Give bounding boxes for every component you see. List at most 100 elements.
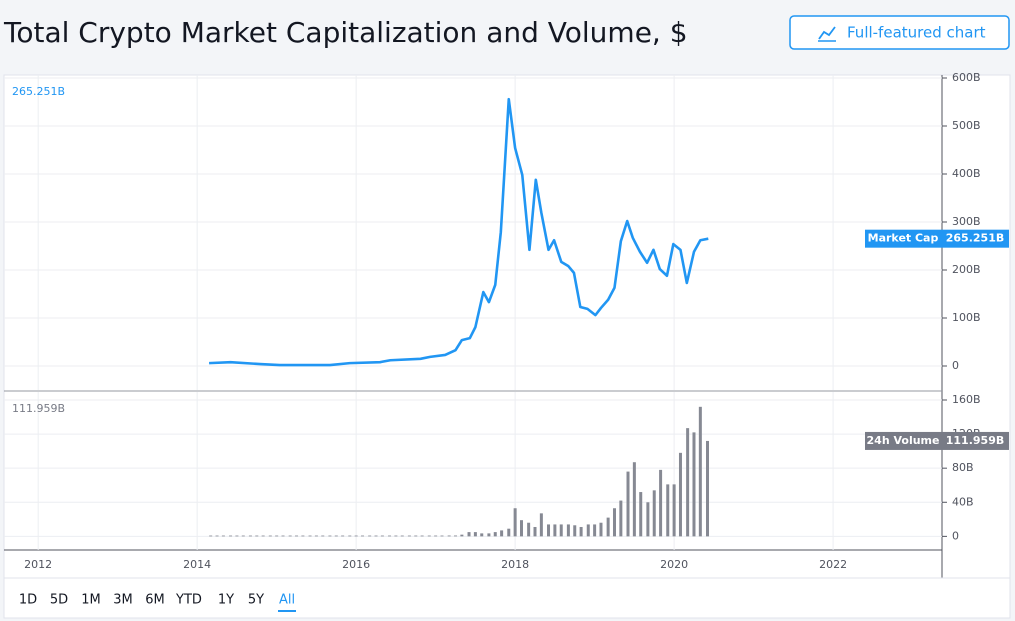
volume-bar: [281, 535, 285, 537]
legend-value: 111.959B: [12, 402, 65, 415]
volume-bar: [348, 535, 352, 537]
range-button[interactable]: 1M: [81, 593, 101, 608]
x-tick-label: 2012: [24, 558, 52, 571]
range-button[interactable]: 3M: [113, 593, 133, 608]
volume-bar: [487, 533, 491, 537]
axis-tag-value: 111.959B: [946, 434, 1005, 447]
volume-bar: [473, 532, 477, 537]
y-tick-label: 500B: [952, 119, 981, 132]
volume-bar: [646, 502, 650, 537]
axis-tag-value-bg: [942, 431, 1009, 450]
axis-tag-name: Market Cap: [868, 232, 939, 245]
volume-bar: [229, 535, 233, 537]
x-tick-label: 2014: [183, 558, 211, 571]
volume-bar: [527, 522, 531, 537]
range-button[interactable]: 5Y: [248, 593, 264, 608]
y-tick-label: 160B: [952, 393, 981, 406]
volume-bar: [539, 513, 543, 537]
volume-bar: [454, 535, 458, 537]
volume-bar: [255, 535, 259, 537]
volume-bar: [400, 535, 404, 537]
volume-bar: [599, 522, 603, 537]
y-tick-label: 0: [952, 359, 959, 372]
range-button[interactable]: YTD: [175, 593, 202, 608]
x-tick-label: 2016: [342, 558, 370, 571]
volume-bar: [328, 535, 332, 537]
chart-panel: [3, 74, 1011, 619]
volume-bar: [235, 535, 239, 537]
plot: 0 100B 200B 300B 400B 500B 600B 265.251B Market …: [4, 71, 1009, 612]
volume-bar: [519, 520, 523, 537]
range-button[interactable]: 1Y: [218, 593, 234, 608]
volume-bar: [507, 528, 511, 537]
volume-bar: [626, 471, 630, 537]
y-tick-label: 600B: [952, 71, 981, 84]
range-button[interactable]: 6M: [145, 593, 165, 608]
volume-bar: [639, 492, 643, 537]
volume-bar: [388, 535, 392, 537]
full-chart-button[interactable]: Full-featured chart: [789, 15, 1010, 50]
volume-bar: [209, 535, 213, 537]
volume-bar: [420, 535, 424, 537]
volume-bar: [698, 406, 702, 537]
volume-bar: [261, 535, 265, 537]
volume-bar: [221, 535, 225, 537]
volume-bar: [619, 500, 623, 537]
y-tick-label: 80B: [952, 461, 974, 474]
volume-bar: [467, 532, 471, 537]
x-tick-label: 2018: [501, 558, 529, 571]
button-icon: [818, 26, 836, 40]
volume-bar: [215, 535, 219, 537]
volume-bar: [275, 535, 279, 537]
x-tick-label: 2022: [819, 558, 847, 571]
volume-bar: [493, 532, 497, 537]
volume-bar: [288, 535, 292, 537]
volume-bar: [314, 535, 318, 537]
range-button[interactable]: All: [279, 593, 295, 608]
volume-bar: [414, 535, 418, 537]
volume-bar: [593, 524, 597, 537]
volume-bar: [321, 535, 325, 537]
volume-bar: [394, 535, 398, 537]
axis-tag-name: 24h Volume: [867, 434, 940, 447]
volume-bar: [500, 530, 504, 537]
volume-bar: [533, 526, 537, 537]
range-button[interactable]: 1D: [19, 593, 37, 608]
volume-bar: [407, 535, 411, 537]
volume-bar: [672, 484, 676, 537]
y-tick-label: 100B: [952, 311, 981, 324]
volume-bar: [553, 524, 557, 537]
x-tick-label: 2020: [660, 558, 688, 571]
button-frame[interactable]: [789, 15, 1010, 50]
volume-bar: [241, 535, 245, 537]
page-title: Total Crypto Market Capitalization and V…: [3, 16, 688, 49]
volume-bar: [427, 535, 431, 537]
volume-bar: [341, 535, 345, 537]
y-tick-label: 200B: [952, 263, 981, 276]
volume-bar: [374, 535, 378, 537]
y-tick-label: 300B: [952, 215, 981, 228]
legend-value: 265.251B: [12, 85, 65, 98]
volume-bar: [652, 490, 656, 537]
volume-bar: [460, 534, 464, 537]
volume-bar: [440, 535, 444, 537]
axis-tag-value: 265.251B: [946, 232, 1005, 245]
volume-bar: [579, 526, 583, 537]
button-label[interactable]: Full-featured chart: [847, 24, 986, 42]
y-tick-label: 40B: [952, 495, 974, 508]
volume-bar: [434, 535, 438, 537]
volume-bar: [361, 535, 365, 537]
volume-bar: [447, 535, 451, 537]
volume-bar: [586, 524, 590, 537]
volume-bar: [513, 508, 517, 537]
volume-bar: [678, 452, 682, 537]
price-line: [209, 97, 709, 367]
axis-tag-name-bg: [865, 431, 942, 450]
volume-bar: [612, 508, 616, 537]
volume-bar: [566, 524, 570, 537]
volume-bar: [632, 462, 636, 537]
volume-bar: [706, 440, 709, 537]
range-button[interactable]: 5D: [50, 593, 68, 608]
